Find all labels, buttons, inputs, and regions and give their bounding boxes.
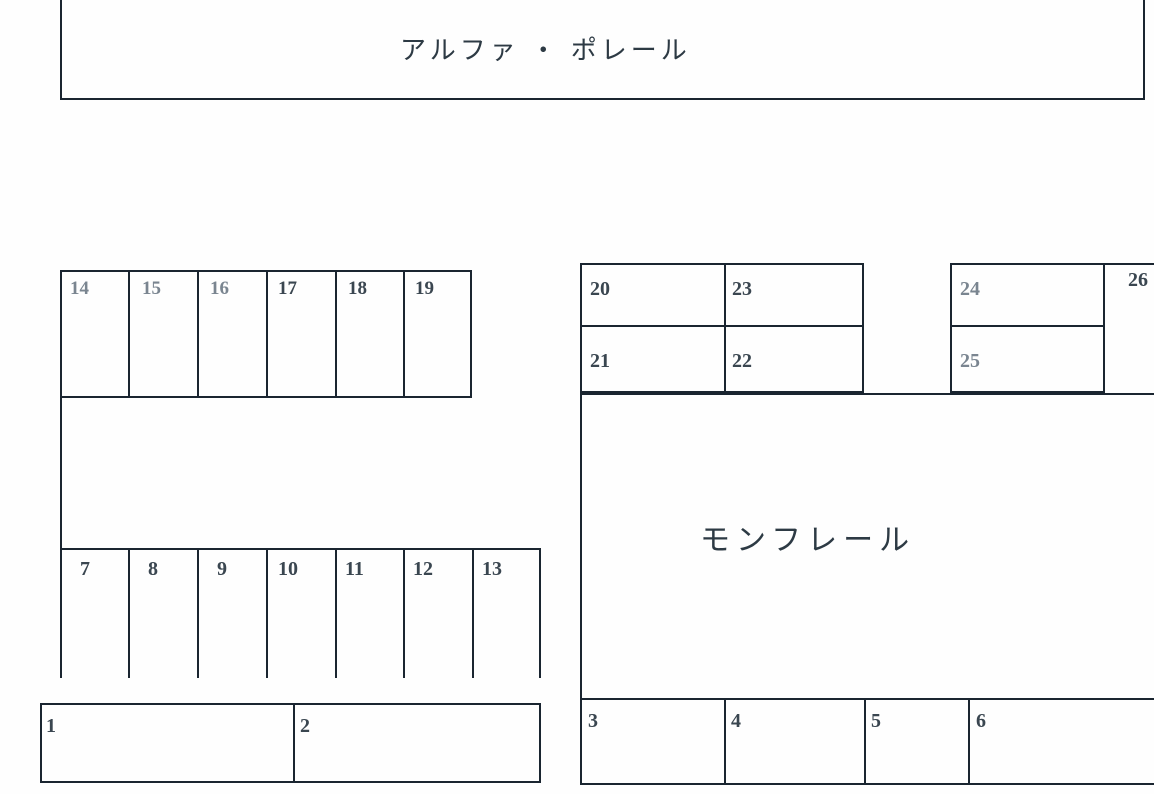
- divider: [403, 548, 405, 678]
- hline-3-6-bottom: [580, 783, 1154, 785]
- floorplan-container: アルファ ・ ポレール 14 15 16 17 18 19 7 8 9 10 1…: [0, 0, 1154, 794]
- cell-3: 3: [588, 710, 598, 733]
- cell-6: 6: [976, 710, 986, 733]
- divider: [197, 548, 199, 678]
- building-alpha-label: アルファ ・ ポレール: [400, 30, 691, 67]
- building-monfrere: [580, 393, 1154, 785]
- divider: [724, 263, 726, 393]
- cell-12: 12: [413, 558, 433, 581]
- row-1-2: [40, 703, 541, 783]
- cell-16: 16: [210, 278, 229, 300]
- building-monfrere-label: モンフレール: [700, 515, 915, 559]
- divider: [968, 698, 970, 783]
- divider: [335, 270, 337, 398]
- cell-26: 26: [1128, 269, 1148, 292]
- divider: [724, 698, 726, 783]
- divider: [128, 548, 130, 678]
- divider: [403, 270, 405, 398]
- cell-9: 9: [217, 558, 227, 581]
- divider: [197, 270, 199, 398]
- hline: [580, 325, 864, 327]
- cell-2: 2: [300, 715, 310, 738]
- hline: [950, 325, 1105, 327]
- cell-4: 4: [731, 710, 741, 733]
- left-wall: [60, 398, 62, 548]
- cell-10: 10: [278, 558, 298, 581]
- cell-8: 8: [148, 558, 158, 581]
- cell-5: 5: [871, 710, 881, 733]
- cell-21: 21: [590, 350, 610, 373]
- cell-15: 15: [142, 278, 161, 300]
- cell-20: 20: [590, 278, 610, 301]
- cell-18: 18: [348, 278, 367, 300]
- hline: [1105, 263, 1154, 265]
- row-7-13: [60, 548, 541, 678]
- cell-25: 25: [960, 350, 980, 373]
- cell-11: 11: [345, 558, 364, 581]
- cell-17: 17: [278, 278, 297, 300]
- cell-23: 23: [732, 278, 752, 301]
- divider: [472, 548, 474, 678]
- divider: [266, 270, 268, 398]
- divider: [266, 548, 268, 678]
- cell-14: 14: [70, 278, 89, 300]
- divider: [128, 270, 130, 398]
- divider: [293, 703, 295, 783]
- cell-24: 24: [960, 278, 980, 301]
- divider: [335, 548, 337, 678]
- cell-22: 22: [732, 350, 752, 373]
- cell-7: 7: [80, 558, 90, 581]
- cell-19: 19: [415, 278, 434, 300]
- hline-3-6-top: [580, 698, 1154, 700]
- cell-13: 13: [482, 558, 502, 581]
- grid-20-23: [580, 263, 864, 393]
- cell-1: 1: [46, 715, 56, 738]
- divider: [864, 698, 866, 783]
